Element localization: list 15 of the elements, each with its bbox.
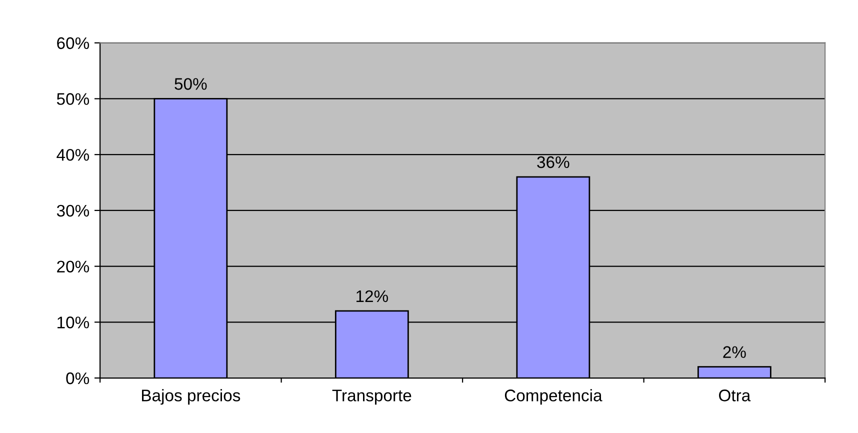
data-label: 36% [537,156,570,168]
y-tick-label: 0% [66,372,90,384]
y-tick-label: 40% [56,148,90,161]
data-label: 12% [356,290,388,302]
data-label: 2% [723,346,746,358]
y-tick-label: 10% [58,316,90,328]
y-tick-label: 50% [56,93,90,105]
y-tick-label: 30% [56,204,90,217]
x-tick-label: Competencia [504,389,602,405]
y-tick-label: 20% [57,260,90,272]
y-tick-label: 60% [57,37,90,50]
data-label: 50% [174,78,207,90]
x-tick-label: Bajos precios [142,389,240,405]
x-tick-label: Otra [719,390,751,402]
x-tick-label: Transporte [332,390,412,405]
